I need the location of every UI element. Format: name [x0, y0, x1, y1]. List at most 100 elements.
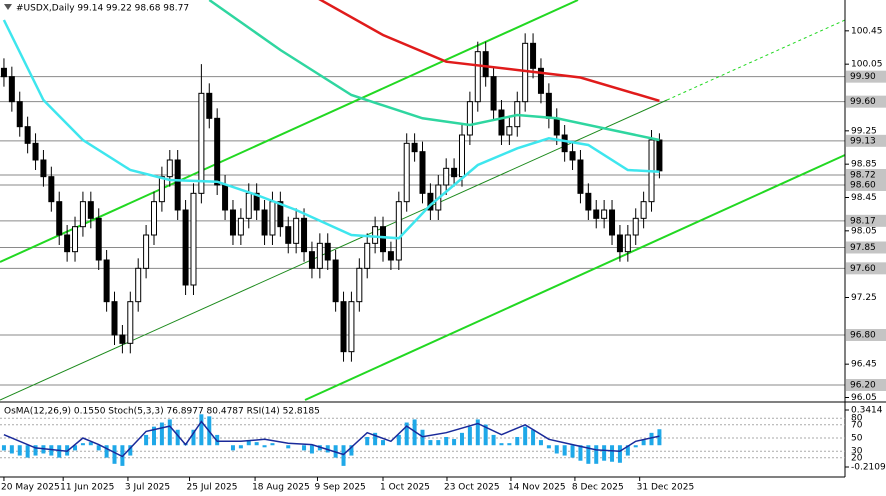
candle-body: [16, 101, 23, 128]
osma-bar: [1, 445, 6, 451]
candle-body: [229, 209, 236, 236]
osma-bar: [167, 419, 172, 446]
candle-body: [348, 301, 355, 353]
osma-bar: [507, 443, 512, 446]
moving-average: [318, 0, 660, 102]
osma-bar: [33, 445, 38, 456]
osma-bar: [238, 445, 243, 449]
osma-bar: [657, 429, 662, 446]
y-tick-label: 99.25: [851, 126, 877, 136]
osma-bar: [175, 429, 180, 446]
candle-body: [214, 117, 221, 186]
candle-body: [640, 201, 647, 219]
candle-body: [87, 201, 94, 219]
candle-body: [624, 234, 631, 253]
candle-body: [56, 201, 63, 236]
candle-body: [111, 301, 118, 336]
osma-bar: [365, 436, 370, 446]
candle-body: [206, 92, 213, 119]
candle-body: [545, 92, 552, 119]
candle-body: [585, 192, 592, 211]
candle-body: [40, 159, 47, 178]
osma-bar: [467, 426, 472, 446]
y-tick-label: 97.25: [851, 293, 877, 303]
rsi-tick-label: 70: [851, 420, 863, 430]
osma-bar: [420, 429, 425, 446]
level-label: 99.90: [850, 72, 876, 82]
level-box: [846, 379, 886, 391]
candle-body: [522, 42, 529, 103]
candle-body: [593, 209, 600, 219]
candle-body: [293, 217, 300, 244]
osma-bar: [428, 440, 433, 446]
candle-body: [380, 226, 387, 253]
osma-bar: [649, 432, 654, 446]
candle-body: [443, 167, 450, 186]
candle-body: [119, 334, 126, 344]
osma-bar: [349, 445, 354, 456]
candle-body: [285, 226, 292, 244]
osma-bar: [199, 414, 204, 446]
level-label: 99.13: [850, 136, 876, 146]
level-box: [846, 169, 886, 181]
osma-bar: [309, 445, 314, 454]
osma-bar: [25, 445, 30, 458]
osma-bar: [531, 429, 536, 446]
candle-body: [372, 226, 379, 244]
candle-body: [616, 234, 623, 253]
rsi-tick-label: 80: [851, 414, 863, 424]
candle-body: [8, 76, 15, 103]
y-tick-label: 98.45: [851, 193, 877, 203]
osma-bar: [341, 445, 346, 466]
candle-body: [451, 167, 458, 178]
candle-body: [403, 142, 410, 203]
trend-extension: [666, 19, 846, 101]
candle-body: [95, 217, 102, 261]
osma-bar: [515, 436, 520, 446]
candle-body: [277, 201, 284, 228]
osma-bar: [625, 445, 630, 456]
osma-bar: [9, 445, 14, 454]
osma-bar: [88, 442, 93, 446]
candle-body: [364, 242, 371, 269]
candle-body: [569, 151, 576, 161]
level-label: 96.20: [850, 381, 876, 391]
rsi-tick-label: 50: [851, 434, 863, 444]
osma-bar: [499, 443, 504, 446]
x-tick-label: 8 Dec 2025: [572, 483, 624, 493]
candle-body: [24, 126, 31, 144]
candle-body: [72, 226, 79, 253]
osma-bar: [286, 445, 291, 449]
osma-bar: [404, 422, 409, 446]
level-label: 97.85: [850, 243, 876, 253]
osma-bar: [452, 439, 457, 446]
osma-bar: [570, 445, 575, 458]
osma-bar: [57, 445, 62, 458]
indicator-title: OsMA(12,26,9) 0.1550 Stoch(5,3,3) 76.897…: [4, 407, 320, 417]
osma-bar: [191, 429, 196, 446]
candle-body: [150, 201, 157, 236]
osma-bar: [80, 443, 85, 446]
osma-bar: [17, 445, 22, 456]
osma-bar: [49, 445, 54, 456]
candle-body: [182, 209, 189, 286]
channel-bottom: [304, 154, 846, 401]
candle-body: [340, 301, 347, 353]
candle-body: [395, 201, 402, 261]
osma-tick-label: 0.3414: [851, 406, 883, 416]
x-tick-label: 3 Jul 2025: [125, 483, 170, 493]
x-tick-label: 20 May 2025: [1, 483, 60, 493]
osma-bar: [373, 432, 378, 446]
candle-body: [48, 176, 55, 203]
candle-body: [261, 209, 268, 236]
osma-bar: [381, 440, 386, 446]
candle-body: [474, 51, 481, 103]
trend-line: [0, 99, 668, 401]
symbol-icon: [4, 4, 12, 10]
osma-bar: [246, 440, 251, 446]
candle-body: [316, 242, 323, 269]
level-box: [846, 134, 886, 147]
candle-body: [530, 42, 537, 69]
candle-body: [308, 251, 315, 269]
